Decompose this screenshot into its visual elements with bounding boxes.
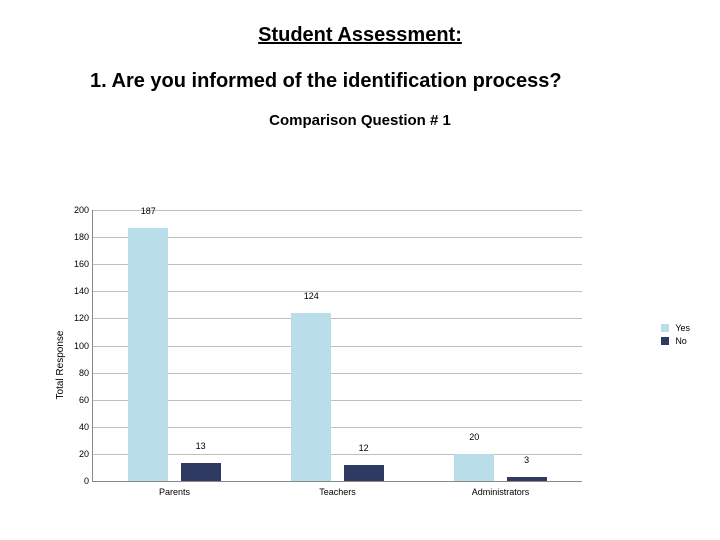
bar <box>181 463 221 481</box>
question-text: 1. Are you informed of the identificatio… <box>0 47 720 94</box>
data-label: 13 <box>196 441 206 451</box>
page: Student Assessment: 1. Are you informed … <box>0 0 720 540</box>
y-tick-label: 0 <box>63 476 89 486</box>
y-tick-label: 180 <box>63 232 89 242</box>
x-tick-label: Parents <box>159 487 190 497</box>
legend-label: No <box>675 336 687 346</box>
bar-group: 203Administrators <box>442 210 559 481</box>
y-tick-label: 40 <box>63 422 89 432</box>
bar <box>507 477 547 481</box>
y-tick-label: 120 <box>63 313 89 323</box>
bar <box>454 454 494 481</box>
y-tick-label: 60 <box>63 395 89 405</box>
plot-area: 02040608010012014016018020018713Parents1… <box>92 210 582 482</box>
x-tick-label: Teachers <box>319 487 356 497</box>
bar <box>128 228 168 481</box>
y-tick-label: 200 <box>63 205 89 215</box>
y-tick-label: 140 <box>63 286 89 296</box>
legend-swatch <box>661 324 669 332</box>
chart-title: Comparison Question # 1 <box>0 94 720 129</box>
x-tick-label: Administrators <box>472 487 530 497</box>
data-label: 187 <box>141 206 156 216</box>
legend-item: No <box>661 336 690 346</box>
bar <box>291 313 331 481</box>
y-tick-label: 20 <box>63 449 89 459</box>
legend: Yes No <box>661 320 690 349</box>
legend-label: Yes <box>675 323 690 333</box>
y-tick-label: 100 <box>63 341 89 351</box>
y-tick-label: 160 <box>63 259 89 269</box>
y-tick-label: 80 <box>63 368 89 378</box>
data-label: 12 <box>359 443 369 453</box>
bar-group: 18713Parents <box>116 210 233 481</box>
bar <box>344 465 384 481</box>
legend-item: Yes <box>661 323 690 333</box>
page-title: Student Assessment: <box>0 0 720 47</box>
legend-swatch <box>661 337 669 345</box>
chart: Total Response 0204060801001201401601802… <box>30 210 690 520</box>
data-label: 20 <box>469 432 479 442</box>
data-label: 124 <box>304 291 319 301</box>
data-label: 3 <box>524 455 529 465</box>
bar-group: 12412Teachers <box>279 210 396 481</box>
